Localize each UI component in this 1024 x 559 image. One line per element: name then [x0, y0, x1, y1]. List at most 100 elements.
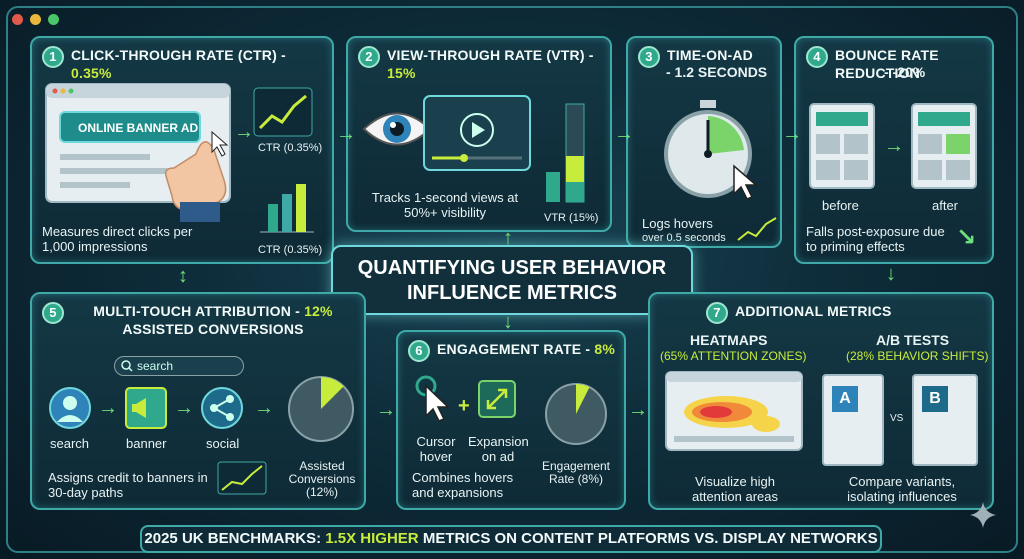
panel-title: ADDITIONAL METRICS	[735, 303, 892, 319]
trend-down-arrow: ↘	[956, 224, 977, 251]
mini-line-chart	[217, 461, 267, 495]
time-caption-2: over 0.5 seconds	[642, 232, 726, 244]
variant-a-label: A	[832, 386, 858, 412]
engagement-pie-chart	[545, 383, 607, 445]
video-player-icon	[423, 95, 531, 171]
step-number: 1	[42, 46, 64, 68]
search-bar[interactable]: search	[114, 356, 244, 376]
panel-value: 12%	[304, 303, 333, 319]
expand-icon	[478, 380, 516, 418]
panel-vtr-header: 2 VIEW-THROUGH RATE (VTR) - 15%	[358, 46, 602, 82]
panel-mta-header: 5 MULTI-TOUCH ATTRIBUTION - 12% ASSISTED…	[42, 302, 356, 338]
before-label: before	[822, 198, 859, 213]
stopwatch-icon	[664, 100, 752, 198]
step-number: 7	[706, 302, 728, 324]
search-icon	[121, 360, 133, 372]
cursor-hover-label: Cursor hover	[416, 434, 456, 464]
step-number: 3	[638, 46, 660, 68]
panel-value: - 1.2 SECONDS	[666, 64, 768, 80]
title-line-2: INFLUENCE METRICS	[407, 282, 617, 304]
step-label-search: search	[50, 436, 90, 451]
panel-title-2: ASSISTED CONVERSIONS	[122, 321, 304, 337]
heatmap-browser	[665, 371, 803, 451]
connector-arrow: ↕	[178, 265, 188, 287]
step-number: 4	[806, 46, 828, 68]
panel-bounce-header: 4 BOUNCE RATE REDUCTION	[806, 46, 984, 82]
panel-attribution: 5 MULTI-TOUCH ATTRIBUTION - 12% ASSISTED…	[30, 292, 366, 510]
benchmark-suffix: METRICS ON CONTENT PLATFORMS VS. DISPLAY…	[418, 530, 878, 547]
expansion-label: Expansion on ad	[468, 434, 529, 464]
step-number: 5	[42, 302, 64, 324]
assisted-pie-chart	[288, 376, 354, 442]
step-number: 2	[358, 46, 380, 68]
panel-vtr: 2 VIEW-THROUGH RATE (VTR) - 15% Tracks 1…	[346, 36, 612, 232]
panel-title: ENGAGEMENT RATE -	[437, 341, 595, 357]
close-dot[interactable]	[12, 14, 23, 25]
panel-title: VIEW-THROUGH RATE (VTR) -	[387, 47, 594, 63]
panel-bounce-rate: 4 BOUNCE RATE REDUCTION - -20% → before …	[794, 36, 994, 264]
social-share-icon	[201, 387, 243, 429]
connector-arrow: →	[336, 123, 356, 145]
panel-additional-metrics: 7 ADDITIONAL METRICS HEATMAPS (65% ATTEN…	[648, 292, 994, 510]
minimize-dot[interactable]	[30, 14, 41, 25]
benchmark-highlight: 1.5X HIGHER	[325, 530, 419, 547]
connector-arrow: →	[614, 123, 634, 145]
arrow-right: →	[884, 135, 904, 157]
panel-time-header: 3 TIME-ON-AD	[638, 46, 772, 68]
panel-value: 8%	[594, 341, 615, 357]
connector-arrow: →	[628, 399, 648, 421]
banner-icon	[125, 387, 167, 429]
title-line-1: QUANTIFYING USER BEHAVIOR	[357, 257, 667, 279]
page-after-icon	[911, 103, 977, 189]
benchmark-banner: 2025 UK BENCHMARKS: 1.5X HIGHER METRICS …	[140, 525, 882, 553]
variant-a-card: A	[822, 374, 884, 466]
connector-arrow: →	[782, 123, 802, 145]
ctr-label-2: CTR (0.35%)	[258, 244, 323, 256]
line-chart-icon	[253, 87, 313, 137]
connector-arrow: ↑	[503, 227, 513, 249]
arrow-right: →	[98, 397, 118, 419]
plus-sign: +	[458, 395, 470, 417]
panel-time-on-ad: 3 TIME-ON-AD - 1.2 SECONDS Logs hovers o…	[626, 36, 782, 248]
panel-ctr: 1 CLICK-THROUGH RATE (CTR) - 0.35% ONLIN…	[30, 36, 334, 264]
cursor-icon	[733, 164, 759, 200]
connector-arrow: ↓	[886, 263, 896, 285]
panel-title: MULTI-TOUCH ATTRIBUTION -	[93, 303, 305, 319]
window-controls	[12, 14, 59, 25]
panel-title: TIME-ON-AD	[667, 47, 753, 63]
search-placeholder: search	[137, 359, 174, 373]
after-label: after	[932, 198, 959, 213]
heatmaps-subtitle: (65% ATTENTION ZONES)	[660, 349, 807, 363]
step-label-banner: banner	[126, 436, 167, 451]
connector-arrow: →	[376, 399, 396, 421]
mta-caption: Assigns credit to banners in 30-day path…	[48, 470, 208, 500]
benchmark-prefix: 2025 UK BENCHMARKS:	[144, 530, 326, 547]
panel-title: CLICK-THROUGH RATE (CTR) -	[71, 47, 286, 63]
engagement-caption: Combines hovers and expansions	[412, 470, 514, 500]
assisted-label: Assisted Conversions (12%)	[288, 459, 356, 499]
panel-title: BOUNCE RATE REDUCTION	[835, 47, 939, 81]
ctr-caption: Measures direct clicks per 1,000 impress…	[42, 224, 193, 254]
vs-label: VS	[890, 413, 904, 424]
browser-ad-illustration	[45, 83, 231, 222]
bar-chart-icon	[260, 184, 314, 233]
panel-ctr-header: 1 CLICK-THROUGH RATE (CTR) - 0.35%	[42, 46, 324, 82]
banner-ad-label[interactable]: ONLINE BANNER AD	[78, 121, 199, 135]
panel-value: 15%	[387, 65, 416, 81]
arrow-right: →	[174, 397, 194, 419]
variant-b-card: B	[912, 374, 978, 466]
time-caption: Logs hovers	[642, 216, 713, 231]
vtr-caption: Tracks 1-second views at 50%+ visibility	[371, 190, 519, 220]
ab-caption: Compare variants, isolating influences	[847, 474, 957, 504]
bounce-caption: Falls post-exposure due to priming effec…	[806, 224, 945, 254]
variant-b-label: B	[922, 386, 948, 412]
panel-additional-header: 7 ADDITIONAL METRICS	[706, 302, 984, 324]
connector-arrow: ↓	[503, 311, 513, 333]
panel-engagement-header: 6 ENGAGEMENT RATE - 8%	[408, 340, 616, 362]
arrow-right: →	[234, 121, 254, 143]
page-before-icon	[809, 103, 875, 189]
panel-value: 0.35%	[71, 65, 112, 81]
mini-line-chart	[737, 217, 777, 241]
maximize-dot[interactable]	[48, 14, 59, 25]
user-icon	[49, 387, 91, 429]
